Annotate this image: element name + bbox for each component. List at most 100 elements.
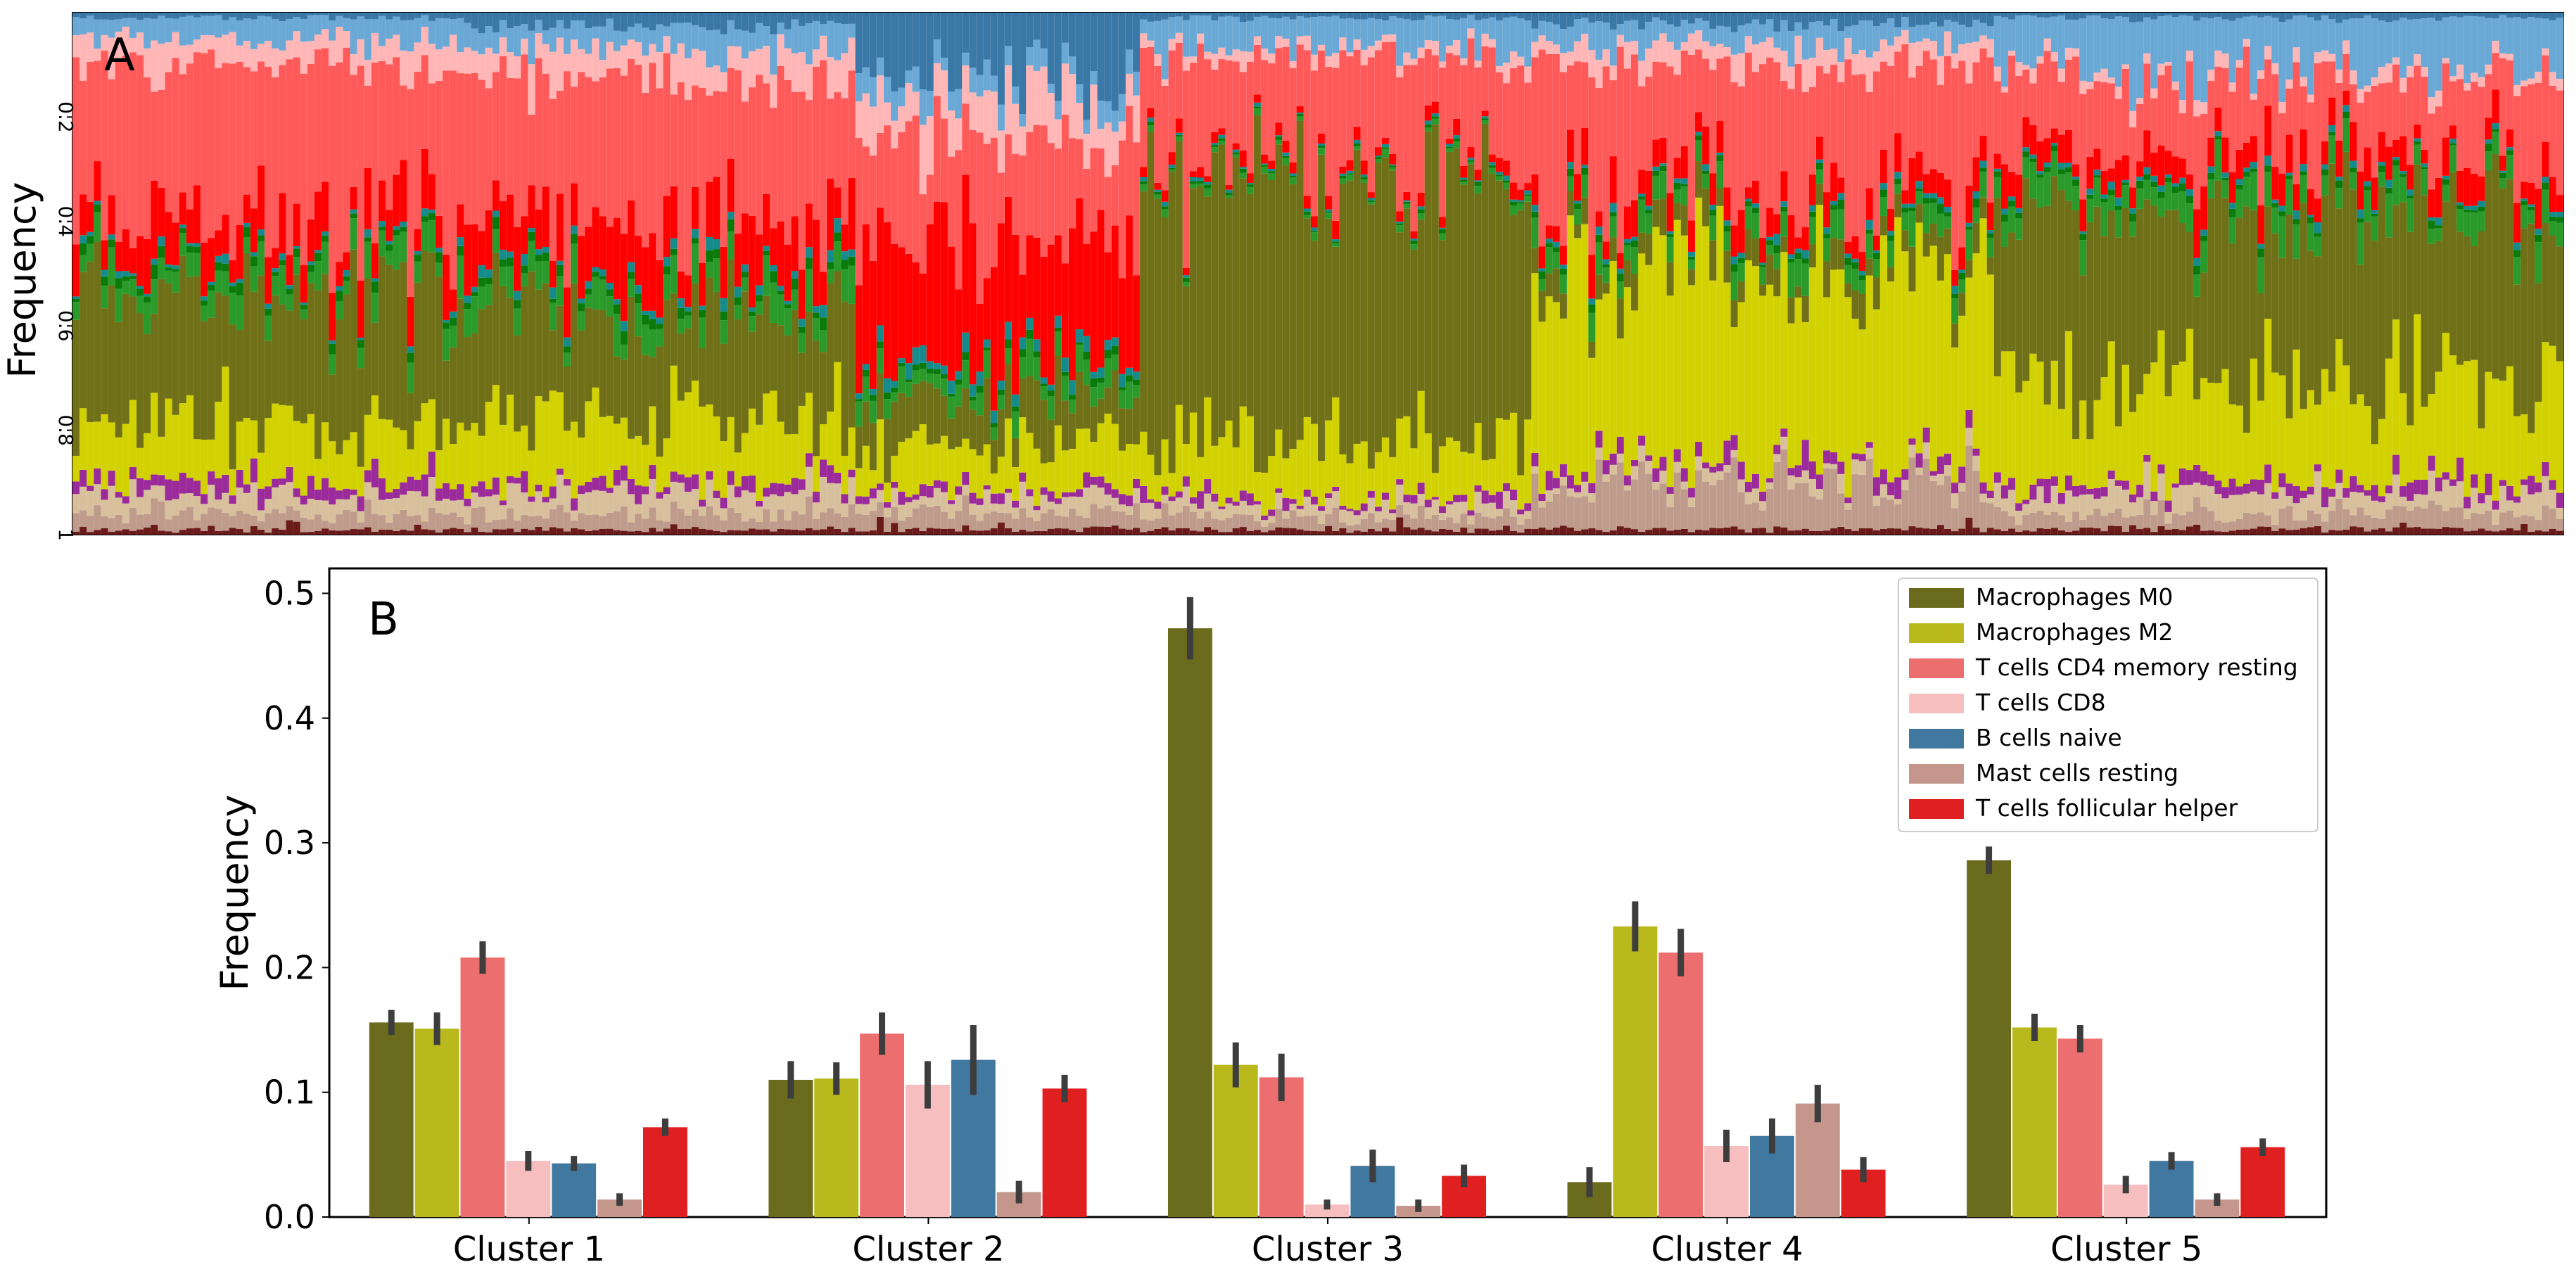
stack-segment (1339, 37, 1347, 51)
stack-segment (293, 17, 301, 32)
stack-segment (777, 421, 785, 484)
stack-segment (642, 310, 649, 315)
stack-segment (1880, 39, 1888, 62)
stack-segment (1965, 229, 1973, 260)
stack-segment (627, 531, 635, 535)
stack-segment (1631, 479, 1639, 530)
stack-segment (364, 482, 372, 500)
stack-segment (186, 44, 194, 64)
stack-segment (2406, 77, 2414, 165)
stack-segment (1040, 386, 1048, 400)
stack-segment (649, 357, 656, 407)
stack-segment (2129, 236, 2137, 412)
stack-segment (1382, 147, 1390, 149)
stack-segment (1673, 182, 1682, 190)
stack-segment (791, 271, 799, 279)
stack-segment (215, 530, 222, 535)
stack-segment (293, 510, 301, 522)
stack-segment (506, 78, 514, 195)
stack-segment (635, 336, 642, 436)
stack-segment (1083, 168, 1091, 244)
stack-segment (1140, 191, 1148, 432)
stack-segment (172, 499, 180, 516)
stack-segment (798, 530, 806, 535)
stack-segment (1026, 338, 1034, 376)
stack-segment (2257, 257, 2265, 293)
stack-segment (2435, 241, 2443, 372)
stack-segment (2321, 141, 2329, 165)
stack-segment (791, 433, 799, 478)
stack-segment (322, 181, 329, 231)
stack-segment (1239, 490, 1248, 501)
stack-segment (1424, 13, 1433, 15)
stack-segment (2342, 19, 2350, 41)
stack-segment (528, 185, 535, 229)
stack-segment (699, 87, 706, 263)
stack-segment (293, 488, 301, 497)
stack-segment (563, 485, 571, 513)
stack-segment (1246, 173, 1255, 183)
stack-segment (1908, 203, 1916, 208)
stack-segment (1211, 518, 1219, 530)
stack-segment (1816, 499, 1824, 531)
stack-segment (2228, 217, 2237, 243)
stack-segment (1047, 93, 1055, 144)
stack-segment (1631, 20, 1639, 42)
stack-segment (1837, 177, 1845, 193)
stack-segment (1446, 504, 1454, 518)
stack-segment (2200, 229, 2208, 236)
stack-segment (1111, 225, 1119, 338)
stack-segment (1823, 227, 1831, 234)
stack-segment (1936, 473, 1945, 485)
stack-segment (1495, 418, 1504, 492)
stack-segment (891, 243, 899, 381)
stack-segment (1118, 387, 1127, 390)
stack-segment (179, 16, 187, 46)
stack-segment (884, 392, 892, 400)
stack-segment (1709, 28, 1717, 46)
stack-segment (2271, 492, 2279, 499)
stack-segment (428, 83, 436, 174)
stack-segment (1346, 170, 1354, 174)
stack-segment (1958, 272, 1966, 280)
stack-segment (2335, 530, 2343, 535)
stack-segment (314, 290, 322, 459)
stack-segment (329, 523, 336, 530)
stack-segment (2307, 215, 2315, 217)
stack-segment (2214, 66, 2222, 108)
stack-segment (1965, 445, 1973, 518)
stack-segment (1232, 13, 1241, 17)
stack-segment (144, 77, 151, 239)
stack-segment (2420, 528, 2429, 535)
stack-segment (2250, 168, 2258, 172)
stack-segment (1951, 493, 1959, 509)
stack-segment (2349, 160, 2358, 168)
stack-segment (2114, 526, 2123, 535)
stack-segment (2356, 89, 2365, 103)
stack-segment (2328, 13, 2336, 20)
stack-segment (1111, 525, 1119, 535)
stack-segment (1004, 488, 1013, 493)
stack-segment (1787, 13, 1796, 31)
stack-segment (848, 303, 856, 428)
stack-segment (336, 27, 343, 63)
stack-segment (1488, 530, 1497, 535)
stack-segment (2185, 13, 2194, 16)
stack-segment (2022, 70, 2030, 117)
stack-segment (1040, 13, 1048, 49)
stack-segment (663, 266, 671, 275)
stack-segment (2257, 400, 2265, 480)
stack-segment (1517, 210, 1525, 476)
stack-segment (2364, 181, 2372, 186)
stack-segment (80, 510, 87, 527)
stack-segment (805, 203, 813, 248)
stack-segment (620, 530, 628, 535)
stack-segment (1936, 26, 1945, 56)
stack-segment (1830, 64, 1838, 163)
stack-segment (1559, 476, 1568, 486)
stack-segment (1154, 20, 1162, 55)
stack-segment (1261, 472, 1269, 516)
stack-segment (386, 492, 393, 499)
stack-segment (1908, 13, 1916, 27)
stack-segment (606, 416, 614, 488)
